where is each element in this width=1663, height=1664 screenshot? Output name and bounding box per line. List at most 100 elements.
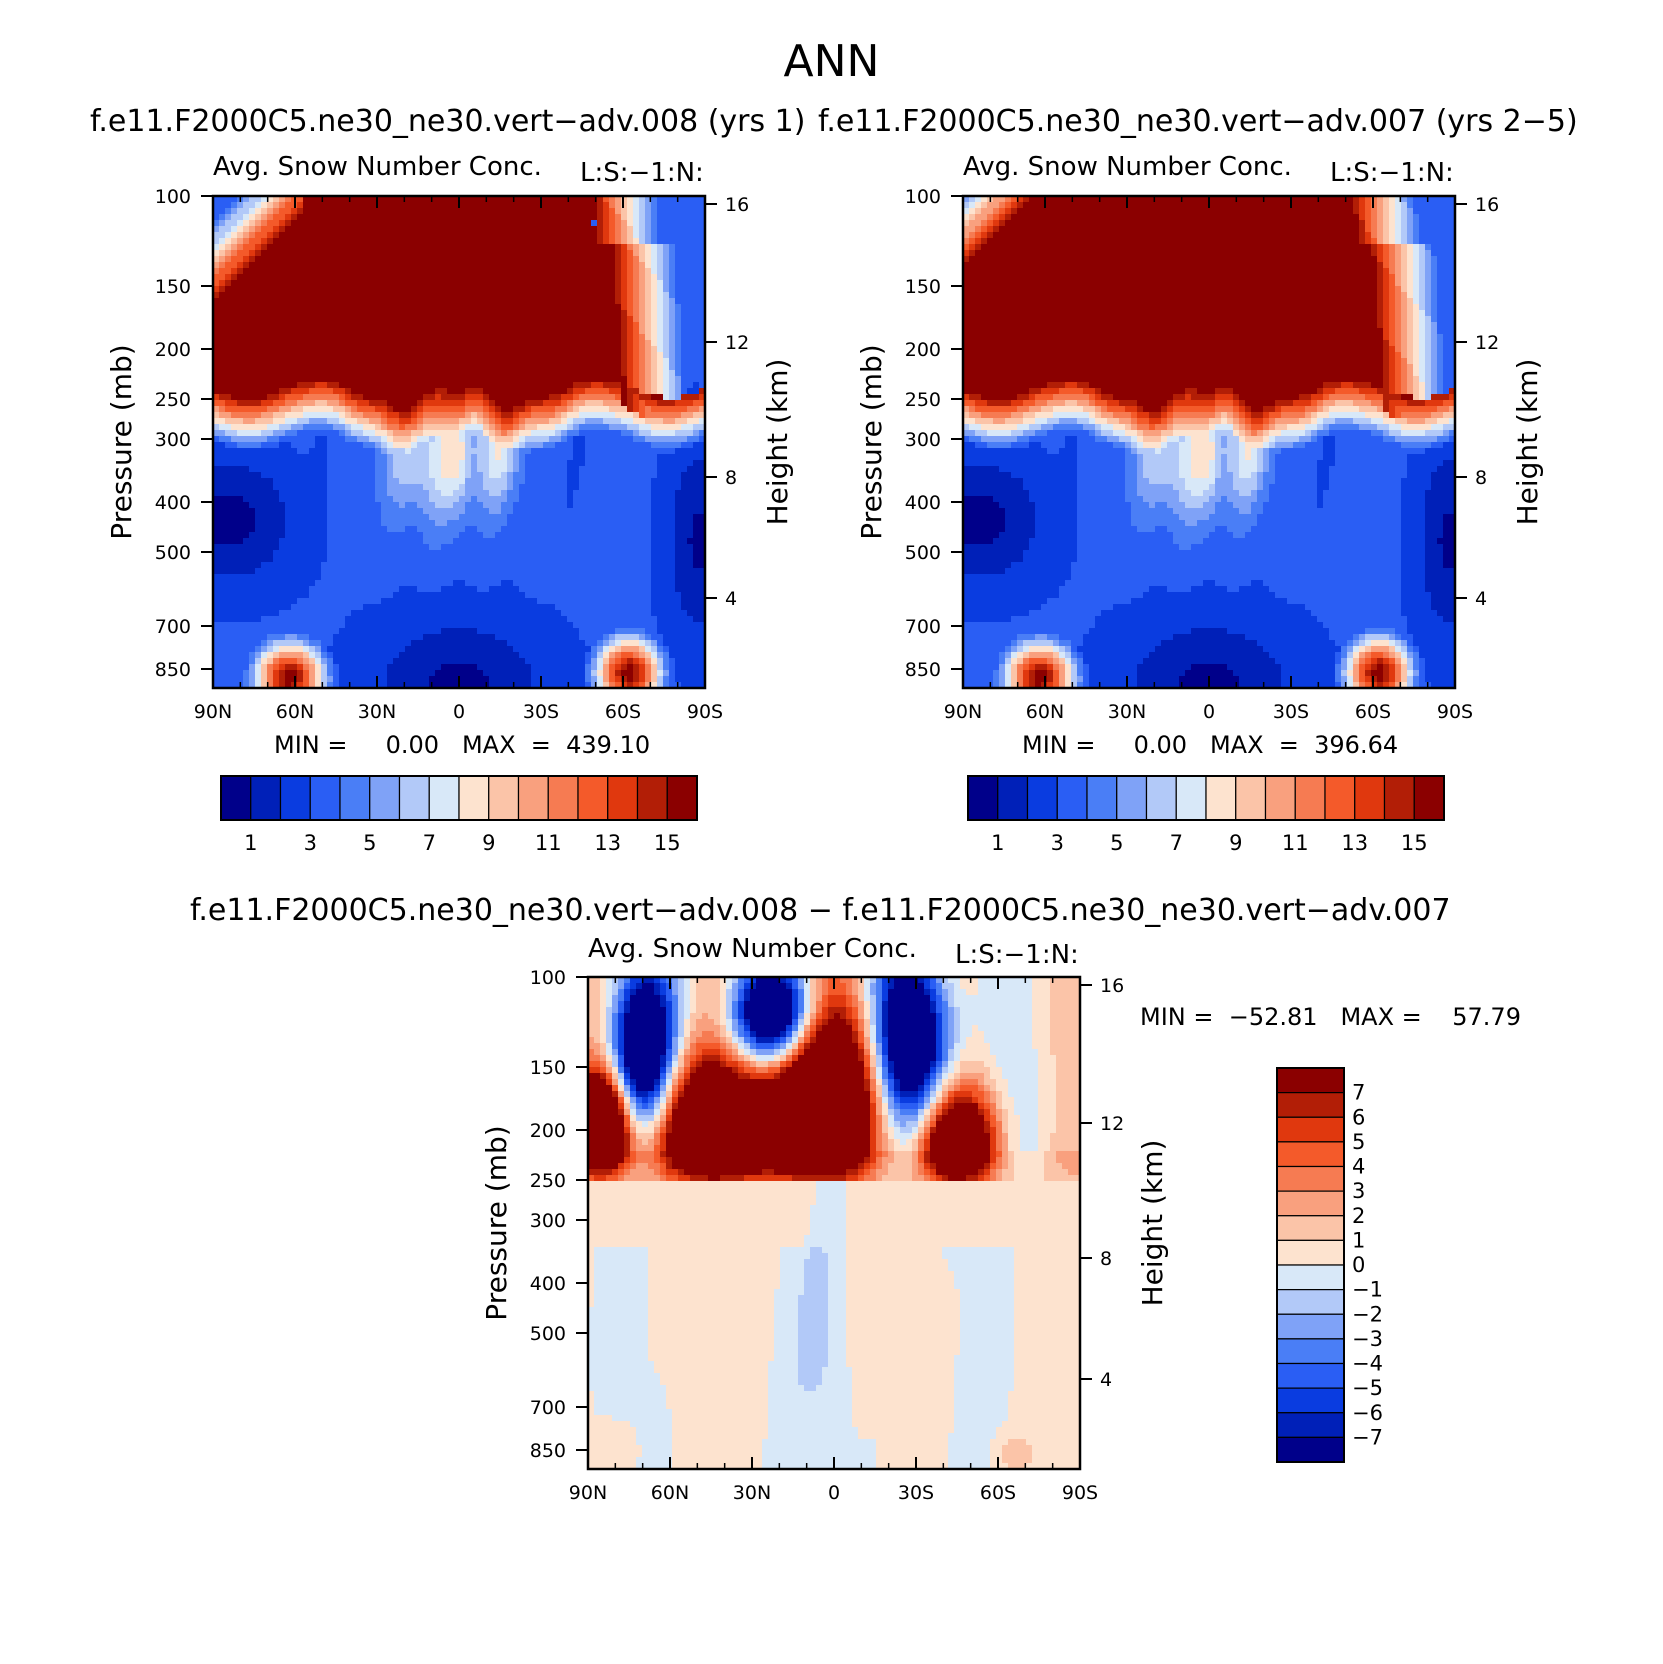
heatmap-cell [453, 430, 460, 437]
heatmap-cell [471, 346, 478, 353]
heatmap-cell [531, 640, 538, 647]
heatmap-cell [399, 652, 406, 659]
heatmap-cell [303, 310, 310, 317]
heatmap-cell [267, 526, 274, 533]
heatmap-cell [381, 208, 388, 215]
heatmap-cell [513, 322, 520, 329]
heatmap-cell [573, 370, 580, 377]
heatmap-cell [321, 448, 328, 455]
heatmap-cell [423, 346, 430, 353]
heatmap-cell [441, 472, 448, 479]
heatmap-cell [279, 430, 286, 437]
heatmap-cell [519, 274, 526, 281]
heatmap-cell [213, 448, 220, 455]
heatmap-cell [471, 388, 478, 395]
heatmap-cell [243, 364, 250, 371]
heatmap-cell [333, 376, 340, 383]
heatmap-cell [447, 286, 454, 293]
heatmap-cell [303, 286, 310, 293]
heatmap-cell [297, 310, 304, 317]
heatmap-cell [573, 376, 580, 383]
heatmap-cell [417, 634, 424, 641]
heatmap-cell [213, 466, 220, 473]
heatmap-cell [411, 448, 418, 455]
heatmap-cell [531, 568, 538, 575]
heatmap-cell [345, 298, 352, 305]
heatmap-cell [267, 556, 274, 563]
heatmap-cell [459, 316, 466, 323]
heatmap-cell [429, 676, 436, 683]
heatmap-cell [357, 358, 364, 365]
heatmap-cell [405, 658, 412, 665]
heatmap-cell [405, 664, 412, 671]
heatmap-cell [477, 364, 484, 371]
heatmap-cell [339, 538, 346, 545]
heatmap-cell [249, 562, 256, 569]
heatmap-cell [417, 292, 424, 299]
heatmap-cell [213, 274, 220, 281]
heatmap-cell [249, 274, 256, 281]
heatmap-cell [465, 316, 472, 323]
heatmap-cell [303, 202, 310, 209]
heatmap-cell [555, 196, 562, 203]
heatmap-cell [489, 334, 496, 341]
heatmap-cell [285, 634, 292, 641]
heatmap-cell [405, 226, 412, 233]
heatmap-cell [315, 448, 322, 455]
heatmap-cell [471, 418, 478, 425]
heatmap-cell [555, 280, 562, 287]
heatmap-cell [489, 604, 496, 611]
heatmap-cell [411, 610, 418, 617]
heatmap-cell [231, 298, 238, 305]
heatmap-cell [399, 460, 406, 467]
heatmap-cell [291, 592, 298, 599]
heatmap-cell [369, 280, 376, 287]
heatmap-cell [519, 676, 526, 683]
heatmap-cell [477, 550, 484, 557]
heatmap-cell [255, 610, 262, 617]
heatmap-cell [507, 634, 514, 641]
heatmap-cell [255, 310, 262, 317]
heatmap-cell [537, 364, 544, 371]
heatmap-cell [231, 304, 238, 311]
heatmap-cell [567, 310, 574, 317]
heatmap-cell [411, 502, 418, 509]
heatmap-cell [411, 268, 418, 275]
heatmap-cell [285, 454, 292, 461]
heatmap-cell [411, 328, 418, 335]
heatmap-cell [573, 562, 580, 569]
heatmap-cell [387, 460, 394, 467]
heatmap-cell [219, 256, 226, 263]
heatmap-cell [297, 658, 304, 665]
heatmap-cell [297, 244, 304, 251]
heatmap-cell [369, 580, 376, 587]
heatmap-cell [489, 382, 496, 389]
heatmap-cell [387, 370, 394, 377]
heatmap-cell [477, 484, 484, 491]
heatmap-cell [567, 298, 574, 305]
heatmap-cell [399, 676, 406, 683]
heatmap-cell [345, 310, 352, 317]
heatmap-cell [531, 214, 538, 221]
heatmap-cell [501, 466, 508, 473]
heatmap-cell [285, 550, 292, 557]
heatmap-cell [393, 622, 400, 629]
heatmap-cell [459, 322, 466, 329]
heatmap-cell [261, 232, 268, 239]
heatmap-cell [351, 598, 358, 605]
heatmap-cell [549, 280, 556, 287]
heatmap-cell [267, 274, 274, 281]
heatmap-cell [255, 334, 262, 341]
heatmap-cell [513, 436, 520, 443]
heatmap-cell [483, 454, 490, 461]
heatmap-cell [441, 502, 448, 509]
heatmap-cell [477, 652, 484, 659]
heatmap-cell [231, 406, 238, 413]
heatmap-cell [495, 490, 502, 497]
heatmap-cell [375, 346, 382, 353]
heatmap-cell [531, 502, 538, 509]
heatmap-cell [489, 664, 496, 671]
heatmap-cell [213, 496, 220, 503]
heatmap-cell [255, 244, 262, 251]
heatmap-cell [561, 364, 568, 371]
